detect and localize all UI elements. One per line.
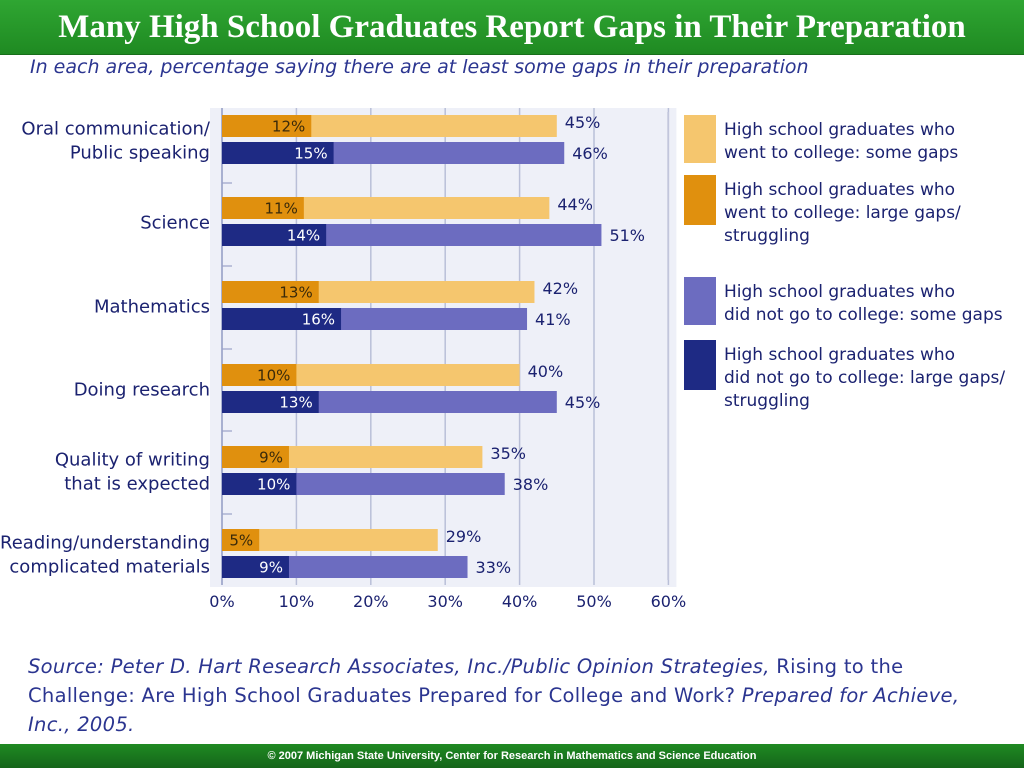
- bar-total: [222, 529, 438, 551]
- legend-text: High school graduates who: [724, 282, 955, 302]
- bar-total-value-label: 42%: [542, 279, 578, 298]
- bar-chart: 0% 10% 20% 30% 40% 50% 60% Oral communication/P…: [0, 108, 1005, 611]
- source-suffix: Prepared for Achieve, Inc., 2005.: [28, 684, 960, 736]
- chart-subtitle: In each area, percentage saying there ar…: [30, 56, 809, 78]
- bar-large-gaps: [222, 142, 334, 164]
- category-label: Public speaking: [70, 143, 210, 164]
- bar-large-gaps: [222, 556, 289, 578]
- x-tick-label: 0%: [209, 592, 234, 611]
- bar-total-value-label: 51%: [609, 226, 645, 245]
- category-label: Quality of writing: [55, 450, 210, 471]
- legend-text: struggling: [724, 226, 810, 246]
- category-label: Doing research: [74, 380, 210, 401]
- bar-total-value-label: 29%: [446, 527, 482, 546]
- slide-title: Many High School Graduates Report Gaps i…: [58, 9, 966, 45]
- bar-total-value-label: 45%: [565, 393, 601, 412]
- legend-text: did not go to college: large gaps/: [724, 368, 1005, 388]
- bar-total-value-label: 40%: [528, 362, 564, 381]
- x-tick-label: 60%: [651, 592, 687, 611]
- bar-part-value-label: 12%: [272, 118, 305, 136]
- bar-large-gaps: [222, 281, 319, 303]
- bar-part-value-label: 13%: [279, 284, 312, 302]
- legend-text: High school graduates who: [724, 180, 955, 200]
- legend-swatch: [684, 277, 716, 325]
- legend-swatch: [684, 115, 716, 163]
- category-label: Science: [140, 213, 210, 234]
- bar-total-value-label: 35%: [490, 444, 526, 463]
- legend-text: did not go to college: some gaps: [724, 305, 1003, 325]
- x-tick-label: 50%: [576, 592, 612, 611]
- bar-large-gaps: [222, 529, 260, 551]
- category-label: that is expected: [64, 474, 210, 495]
- legend-text: High school graduates who: [724, 120, 955, 140]
- bar-total-value-label: 46%: [572, 144, 608, 163]
- x-tick-label: 10%: [279, 592, 315, 611]
- category-label: Mathematics: [94, 297, 210, 318]
- legend-swatch: [684, 175, 716, 225]
- source-prefix: Source: Peter D. Hart Research Associate…: [28, 655, 770, 678]
- bar-part-value-label: 5%: [229, 532, 253, 550]
- x-tick-label: 20%: [353, 592, 389, 611]
- bar-large-gaps: [222, 224, 327, 246]
- bar-part-value-label: 10%: [257, 367, 290, 385]
- bar-part-value-label: 13%: [279, 394, 312, 412]
- source-citation: Source: Peter D. Hart Research Associate…: [28, 652, 1003, 739]
- footer-copyright: © 2007 Michigan State University, Center…: [0, 744, 1024, 768]
- bar-large-gaps: [222, 115, 312, 137]
- legend-text: struggling: [724, 391, 810, 411]
- legend-text: went to college: large gaps/: [724, 203, 961, 223]
- legend-swatch: [684, 340, 716, 390]
- bar-total-value-label: 41%: [535, 310, 571, 329]
- bar-large-gaps: [222, 391, 319, 413]
- bar-large-gaps: [222, 197, 304, 219]
- bar-total-value-label: 38%: [513, 475, 549, 494]
- x-tick-label: 30%: [427, 592, 463, 611]
- bar-large-gaps: [222, 473, 297, 495]
- legend-text: went to college: some gaps: [724, 143, 958, 163]
- bar-part-value-label: 14%: [287, 227, 320, 245]
- bar-part-value-label: 11%: [264, 200, 297, 218]
- title-bar: Many High School Graduates Report Gaps i…: [0, 0, 1024, 55]
- bar-part-value-label: 10%: [257, 476, 290, 494]
- x-tick-label: 40%: [502, 592, 538, 611]
- bar-total-value-label: 33%: [476, 558, 512, 577]
- bar-part-value-label: 15%: [294, 145, 327, 163]
- category-label: Oral communication/: [21, 119, 211, 140]
- bar-total-value-label: 44%: [557, 195, 593, 214]
- bar-part-value-label: 9%: [259, 449, 283, 467]
- bar-large-gaps: [222, 364, 297, 386]
- source-title: Rising to the Challenge: Are High School…: [28, 655, 904, 707]
- bar-large-gaps: [222, 308, 342, 330]
- bar-part-value-label: 16%: [302, 311, 335, 329]
- legend-text: High school graduates who: [724, 345, 955, 365]
- bar-part-value-label: 9%: [259, 559, 283, 577]
- category-label: Reading/understanding: [0, 533, 210, 554]
- bar-total-value-label: 45%: [565, 113, 601, 132]
- category-label: complicated materials: [9, 557, 210, 578]
- plot-background: [210, 108, 677, 587]
- bar-large-gaps: [222, 446, 289, 468]
